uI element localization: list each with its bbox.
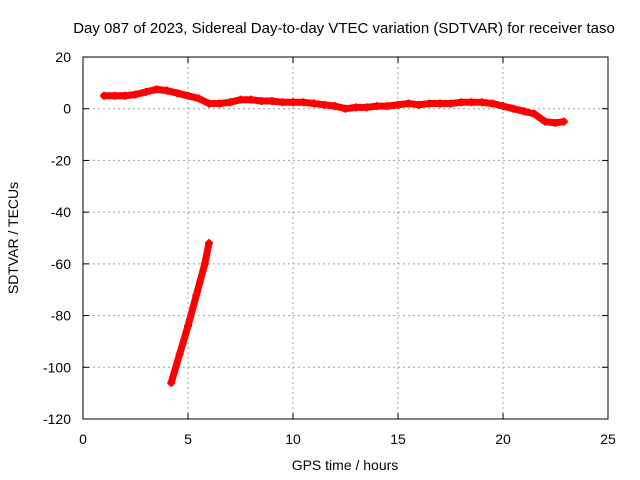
data-point bbox=[152, 85, 161, 94]
data-point bbox=[247, 95, 255, 104]
data-point bbox=[446, 99, 455, 108]
data-point bbox=[194, 94, 203, 103]
y-tick-label: 20 bbox=[55, 49, 71, 65]
data-point bbox=[559, 117, 568, 126]
data-point bbox=[320, 100, 329, 109]
data-point bbox=[436, 99, 444, 108]
data-point bbox=[299, 98, 308, 107]
x-axis-label: GPS time / hours bbox=[292, 457, 399, 473]
data-point bbox=[341, 104, 350, 113]
data-point bbox=[131, 90, 140, 99]
data-point bbox=[331, 102, 339, 111]
data-point bbox=[530, 109, 539, 118]
data-point bbox=[352, 103, 360, 112]
data-point bbox=[373, 102, 381, 111]
grid-lines bbox=[83, 57, 608, 419]
data-series bbox=[100, 85, 568, 387]
x-tick-label: 0 bbox=[79, 431, 87, 447]
data-point bbox=[278, 98, 287, 107]
data-point bbox=[163, 86, 171, 95]
data-point bbox=[488, 99, 497, 108]
data-point bbox=[184, 91, 192, 100]
data-point bbox=[499, 102, 507, 111]
data-point bbox=[551, 118, 560, 127]
data-point bbox=[383, 102, 392, 111]
y-axis-label: SDTVAR / TECUs bbox=[5, 182, 21, 294]
x-tick-label: 5 bbox=[184, 431, 192, 447]
data-point bbox=[289, 98, 297, 107]
y-tick-label: -20 bbox=[51, 152, 71, 168]
data-point bbox=[541, 117, 549, 126]
series-markers-1 bbox=[167, 239, 213, 387]
x-tick-label: 20 bbox=[495, 431, 511, 447]
chart-title: Day 087 of 2023, Sidereal Day-to-day VTE… bbox=[73, 20, 615, 37]
data-point bbox=[415, 100, 423, 109]
plot-frame bbox=[82, 56, 609, 420]
data-point bbox=[173, 89, 182, 98]
data-point bbox=[110, 91, 119, 100]
data-point bbox=[425, 99, 434, 108]
y-tick-label: -60 bbox=[51, 256, 71, 272]
y-tick-label: -120 bbox=[43, 411, 71, 427]
data-point bbox=[268, 96, 276, 105]
data-point bbox=[520, 107, 528, 116]
data-point bbox=[257, 96, 266, 105]
x-tick-label: 25 bbox=[600, 431, 616, 447]
data-point bbox=[310, 99, 318, 108]
data-point bbox=[100, 91, 108, 100]
data-point bbox=[394, 100, 402, 109]
x-tick-label: 10 bbox=[285, 431, 301, 447]
data-point bbox=[362, 103, 371, 112]
y-tick-label: -40 bbox=[51, 204, 71, 220]
data-point bbox=[192, 290, 201, 299]
data-point bbox=[121, 91, 129, 100]
x-tick-label: 15 bbox=[390, 431, 406, 447]
data-point bbox=[467, 98, 476, 107]
data-point bbox=[226, 98, 234, 107]
axis-ticks: 0 5 10 15 20 25 -120 -100 -80 -60 -40 -20 0 20 bbox=[43, 49, 616, 447]
data-point bbox=[478, 98, 486, 107]
data-point bbox=[205, 239, 213, 248]
data-point bbox=[509, 104, 518, 113]
y-tick-label: -100 bbox=[43, 359, 71, 375]
data-point bbox=[142, 87, 150, 96]
data-point bbox=[236, 95, 245, 104]
data-point bbox=[200, 259, 209, 268]
data-point bbox=[175, 350, 184, 359]
y-tick-label: 0 bbox=[63, 101, 71, 117]
data-point bbox=[184, 321, 192, 330]
data-point bbox=[404, 99, 413, 108]
series-markers-0 bbox=[100, 85, 568, 127]
data-point bbox=[457, 98, 465, 107]
data-point bbox=[215, 99, 224, 108]
data-point bbox=[167, 378, 176, 387]
data-point bbox=[205, 99, 213, 108]
y-tick-label: -80 bbox=[51, 308, 71, 324]
